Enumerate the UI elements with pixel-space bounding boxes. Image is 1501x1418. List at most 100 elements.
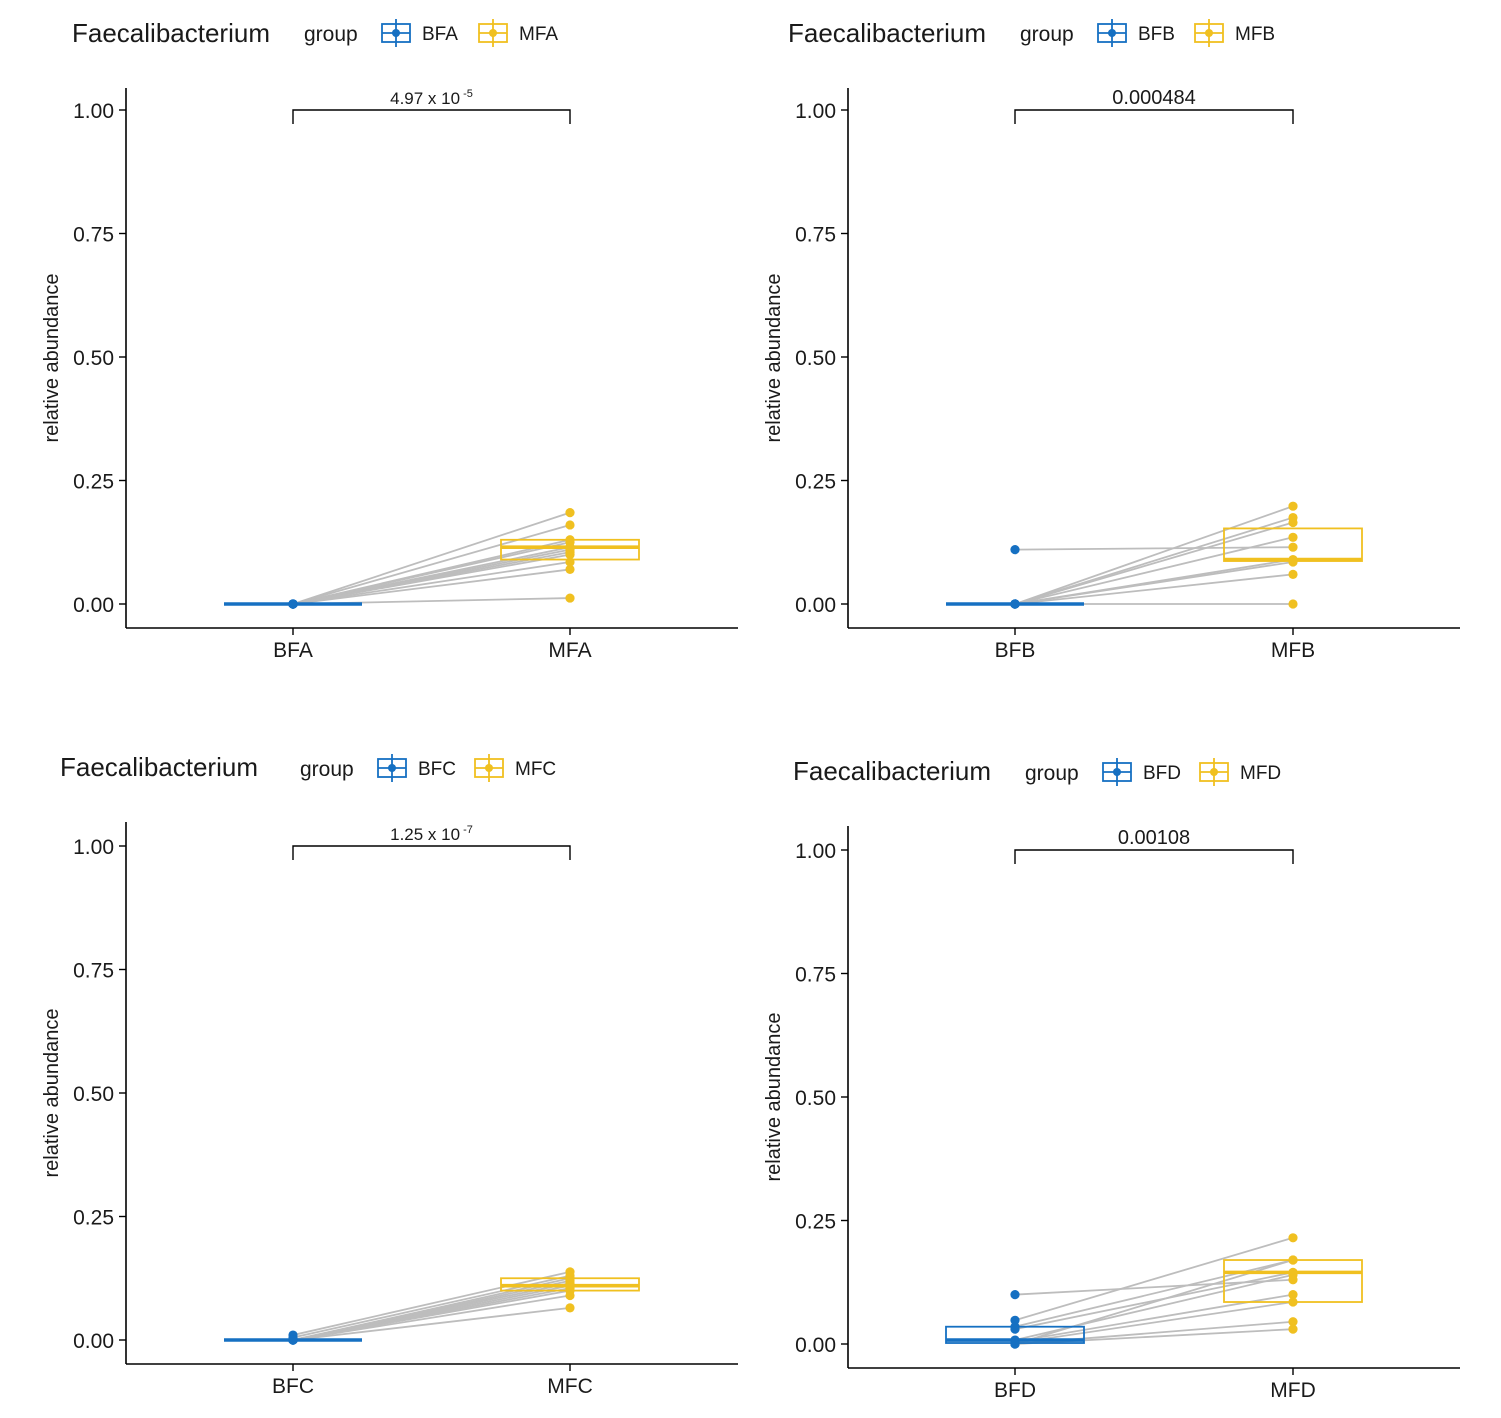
y-tick-label: 0.00 (73, 594, 114, 617)
x-tick-label: MFA (548, 639, 591, 662)
data-point (1288, 1317, 1298, 1327)
pair-line (1014, 536, 1294, 605)
y-tick-label: 0.00 (795, 1334, 836, 1357)
p-value-mantissa: 1.25 x 10 (390, 825, 460, 844)
data-point (565, 1290, 575, 1301)
significance-bracket (292, 845, 571, 860)
legend: group BFD MFD (1025, 758, 1281, 786)
y-axis-label: relative abundance (763, 273, 785, 442)
legend-key-bfa (381, 19, 411, 47)
data-point (1288, 542, 1298, 552)
data-point (565, 557, 575, 567)
pair-line (1014, 521, 1294, 605)
legend-key-dot (1210, 768, 1218, 776)
significance-bracket (1014, 849, 1294, 864)
p-value-mantissa: 0.00108 (1118, 827, 1190, 849)
legend: group BFB MFB (1020, 19, 1275, 47)
data-point (1010, 1339, 1020, 1349)
legend-key-mfb (1194, 19, 1224, 47)
legend-key-dot (1108, 29, 1116, 37)
y-tick-label: 1.00 (73, 100, 114, 123)
data-point (1288, 517, 1298, 528)
data-point (1288, 1255, 1298, 1265)
data-point (1010, 1315, 1020, 1325)
p-value-label: 1.25 x 10 -7 (390, 824, 473, 844)
legend-label-mfb: MFB (1235, 24, 1275, 45)
data-point (565, 550, 575, 560)
data-point (1288, 501, 1298, 511)
y-axis-label: relative abundance (41, 273, 63, 442)
legend-label-mfd: MFD (1240, 763, 1281, 784)
data-point (1288, 1297, 1298, 1307)
pair-line (292, 1294, 571, 1341)
p-value-label: 0.000484 (1112, 87, 1195, 109)
legend-key-dot (1205, 29, 1213, 37)
x-tick-label: MFB (1271, 639, 1315, 662)
y-tick-label: 0.75 (795, 224, 836, 247)
y-tick-label: 0.50 (73, 1083, 114, 1106)
data-point (565, 593, 575, 603)
legend-label-mfc: MFC (515, 759, 556, 780)
pair-line (1014, 505, 1294, 605)
significance-bracket (292, 109, 571, 124)
panel-3: Faecalibacterium group BFC MFC 0.00 0.25 0.50 0… (41, 752, 738, 1398)
significance-bracket (1014, 109, 1294, 124)
y-axis-label: relative abundance (41, 1008, 63, 1177)
x-tick-label: MFC (547, 1375, 593, 1398)
pair-line (1014, 561, 1294, 605)
y-tick-label: 1.00 (795, 100, 836, 123)
pair-line (292, 561, 571, 605)
legend-key-bfc (377, 754, 407, 782)
legend-title: group (1025, 762, 1079, 785)
legend-label-bfa: BFA (422, 24, 458, 45)
pair-line (1014, 1301, 1294, 1344)
chart-title: Faecalibacterium (793, 756, 991, 786)
pair-line (1014, 1271, 1294, 1331)
p-value-mantissa: 4.97 x 10 (390, 89, 460, 108)
pair-line (292, 553, 571, 605)
legend-key-dot (489, 29, 497, 37)
legend-label-bfc: BFC (418, 759, 456, 780)
legend-label-bfd: BFD (1143, 763, 1181, 784)
data-point (1288, 569, 1298, 579)
p-value-label: 0.00108 (1118, 827, 1190, 849)
data-point (1010, 1324, 1020, 1334)
data-point (565, 508, 575, 518)
pair-line (292, 511, 571, 605)
y-tick-label: 0.75 (795, 964, 836, 987)
pair-line (292, 524, 571, 605)
pair-line (292, 568, 571, 605)
pair-line (1014, 1278, 1294, 1296)
y-tick-label: 0.75 (73, 224, 114, 247)
data-point (1288, 532, 1298, 542)
data-point (565, 520, 575, 530)
pair-line (292, 1270, 571, 1336)
x-tick-label: BFB (995, 639, 1036, 662)
data-point (565, 1303, 575, 1313)
y-tick-label: 1.00 (73, 836, 114, 859)
legend-key-mfc (474, 754, 504, 782)
data-point (288, 1335, 298, 1345)
data-point (1288, 599, 1298, 609)
y-tick-label: 1.00 (795, 840, 836, 863)
pair-line (1014, 1236, 1294, 1322)
legend-key-bfb (1097, 19, 1127, 47)
data-point (1010, 599, 1020, 609)
panel-2: Faecalibacterium group BFB MFB 0.00 0.25 0.50 0… (763, 18, 1460, 662)
pair-line (1014, 1259, 1294, 1328)
data-point (565, 564, 575, 575)
data-point (1288, 1233, 1298, 1243)
legend-key-dot (485, 764, 493, 772)
data-point (1010, 545, 1020, 555)
p-value-mantissa: 0.000484 (1112, 87, 1195, 109)
y-tick-label: 0.50 (795, 1087, 836, 1110)
chart-title: Faecalibacterium (60, 752, 258, 782)
y-tick-label: 0.00 (795, 594, 836, 617)
legend-key-bfd (1102, 758, 1132, 786)
panel-4: Faecalibacterium group BFD MFD 0.00 0.25 0.50 0… (763, 756, 1460, 1402)
p-value-exponent: -5 (463, 88, 473, 100)
y-tick-label: 0.25 (795, 471, 836, 494)
panel-1: Faecalibacterium group BFA MFA 0.00 0.25 0.50 0… (41, 18, 738, 662)
legend-key-dot (388, 764, 396, 772)
x-tick-label: BFA (273, 639, 313, 662)
